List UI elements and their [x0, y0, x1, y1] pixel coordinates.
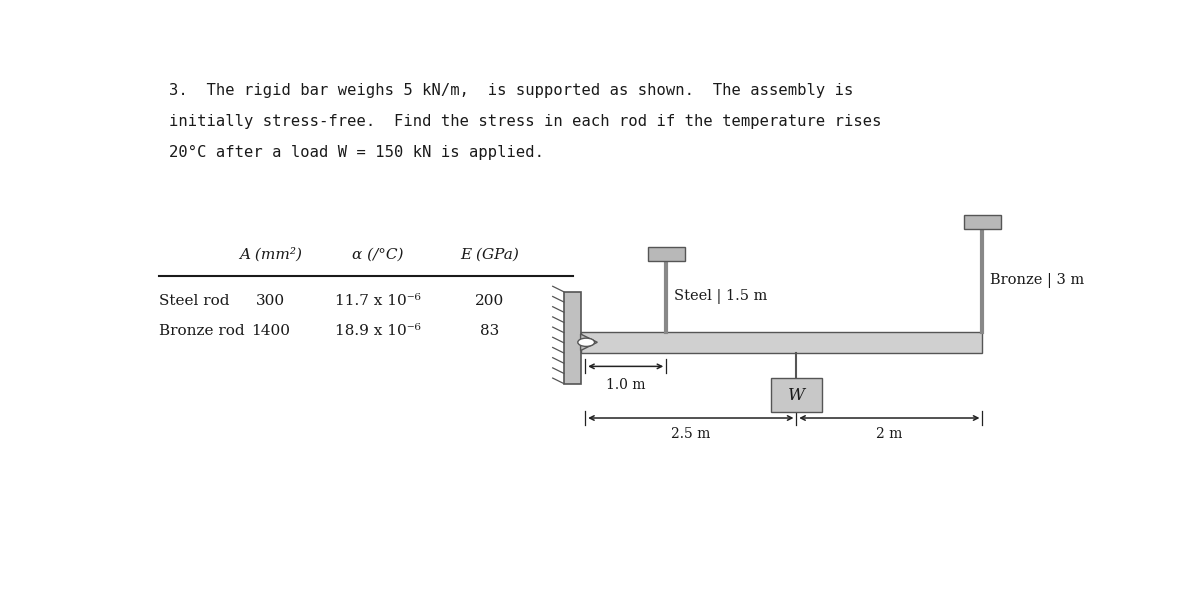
Bar [581, 332, 983, 353]
Text: 1.0 m: 1.0 m [606, 378, 646, 392]
Circle shape [578, 338, 594, 346]
Text: 2.5 m: 2.5 m [671, 427, 710, 441]
Polygon shape [581, 334, 598, 350]
Text: W: W [787, 387, 805, 403]
Text: Bronze | 3 m: Bronze | 3 m [990, 273, 1084, 288]
Text: Steel rod: Steel rod [160, 294, 230, 308]
Text: Steel | 1.5 m: Steel | 1.5 m [673, 289, 767, 304]
Text: initially stress-free.  Find the stress in each rod if the temperature rises: initially stress-free. Find the stress i… [168, 114, 881, 129]
Text: 20°C after a load W = 150 kN is applied.: 20°C after a load W = 150 kN is applied. [168, 145, 544, 160]
Text: Bronze rod: Bronze rod [160, 324, 245, 338]
Text: 300: 300 [257, 294, 286, 308]
Bar [648, 247, 685, 261]
Text: A (mm²): A (mm²) [239, 247, 302, 262]
Text: 83: 83 [480, 324, 499, 338]
Text: 1400: 1400 [252, 324, 290, 338]
Bar [770, 378, 822, 412]
Text: α (/°C): α (/°C) [352, 248, 403, 262]
Bar [564, 292, 581, 384]
Text: 200: 200 [475, 294, 504, 308]
Bar [964, 215, 1001, 229]
Text: E (GPa): E (GPa) [460, 248, 518, 262]
Text: 3.  The rigid bar weighs 5 kN/m,  is supported as shown.  The assembly is: 3. The rigid bar weighs 5 kN/m, is suppo… [168, 83, 853, 98]
Text: 18.9 x 10⁻⁶: 18.9 x 10⁻⁶ [335, 324, 421, 338]
Text: 11.7 x 10⁻⁶: 11.7 x 10⁻⁶ [335, 294, 421, 308]
Text: 2 m: 2 m [876, 427, 902, 441]
